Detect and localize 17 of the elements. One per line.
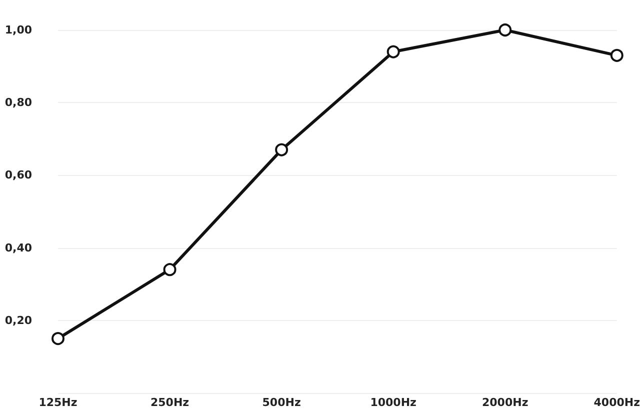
point: [52, 332, 64, 346]
x-tick-label: 1000Hz: [370, 396, 416, 409]
x-tick-label: 250Hz: [150, 396, 190, 409]
y-tick-label: 0,20: [4, 314, 32, 327]
point: [610, 48, 624, 62]
x-tick-label: 125Hz: [38, 396, 78, 409]
point: [386, 45, 400, 58]
y-tick-label: 0,40: [4, 241, 32, 254]
point: [498, 24, 512, 36]
point: [275, 143, 288, 156]
y-tick-label: 0,60: [4, 168, 32, 182]
y-tick-label: 0,80: [4, 96, 32, 110]
point: [163, 263, 176, 276]
x-tick-label: 2000Hz: [482, 396, 528, 409]
x-tick-label: 500Hz: [262, 396, 301, 409]
x-tick-label: 4000Hz: [594, 396, 640, 409]
y-tick-label: 1,00: [4, 24, 32, 36]
